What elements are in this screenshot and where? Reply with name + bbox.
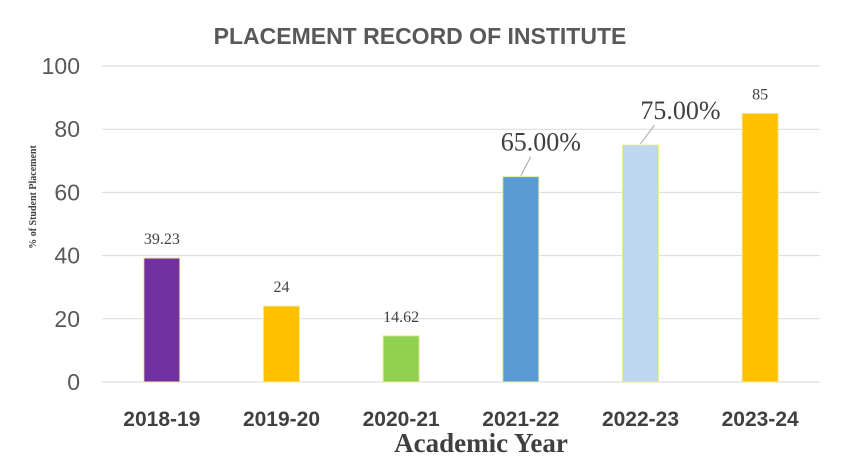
y-tick-label: 80 (54, 116, 80, 142)
bar-2019-20 (263, 305, 300, 383)
x-axis-label: Academic Year (394, 428, 568, 458)
y-tick-label: 0 (67, 369, 80, 395)
bars (143, 112, 779, 383)
data-label-leader-line (640, 124, 655, 145)
bar-2021-22 (502, 176, 540, 383)
bar-2023-24 (741, 112, 779, 383)
y-tick-label: 100 (42, 53, 80, 79)
bar-2020-21 (382, 335, 420, 383)
chart-title: PLACEMENT RECORD OF INSTITUTE (214, 23, 627, 49)
y-tick-label: 60 (54, 179, 80, 205)
x-tick-label: 2021-22 (482, 408, 559, 431)
y-axis-label: % of Student Placement (28, 145, 39, 249)
x-axis-ticks: 2018-19 2019-20 2020-21 2021-22 2022-23 2023-… (123, 408, 799, 431)
bar-2018-19 (143, 257, 181, 383)
data-label: 14.62 (383, 309, 419, 326)
x-tick-label: 2023-24 (722, 408, 799, 431)
data-label: 75.00% (640, 96, 720, 125)
x-tick-label: 2018-19 (123, 408, 200, 431)
data-label: 24 (274, 279, 290, 296)
y-tick-label: 40 (54, 243, 80, 269)
x-tick-label: 2019-20 (243, 408, 320, 431)
y-tick-label: 20 (54, 306, 80, 332)
data-label: 85 (752, 86, 768, 103)
x-tick-label: 2020-21 (363, 408, 440, 431)
x-tick-label: 2022-23 (602, 408, 679, 431)
gridlines (102, 65, 820, 383)
data-label: 39.23 (144, 231, 180, 248)
data-label: 65.00% (501, 128, 581, 157)
bar-2022-23 (622, 144, 659, 383)
y-axis-ticks: 0 20 40 60 80 100 (42, 53, 80, 395)
data-label-leader-line (520, 156, 532, 176)
data-labels: 39.23 24 14.62 65.00% 75.00% 85 (144, 86, 768, 325)
